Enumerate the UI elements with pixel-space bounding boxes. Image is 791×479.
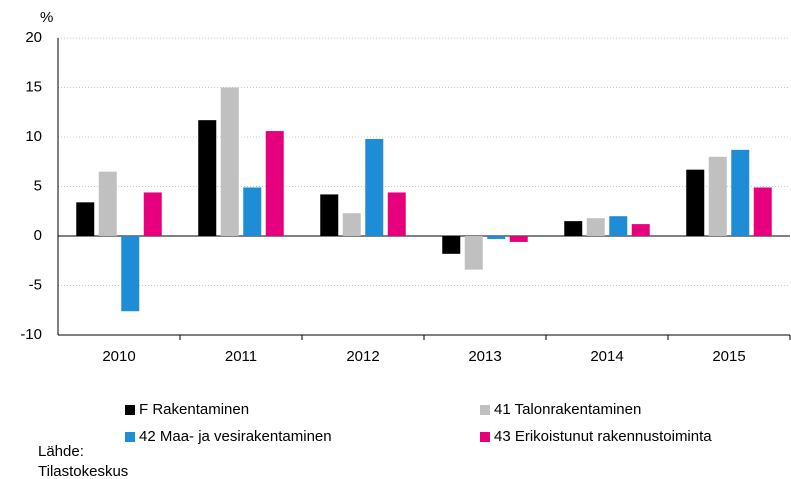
bar [220, 87, 239, 236]
source-line: Tilastokeskus [38, 463, 128, 479]
bar [464, 236, 483, 270]
y-tick-label: -10 [20, 326, 42, 343]
legend-swatch [125, 432, 135, 442]
legend-label: 43 Erikoistunut rakennustoiminta [494, 428, 712, 445]
bar [342, 213, 361, 236]
legend-label: 42 Maa- ja vesirakentaminen [139, 428, 332, 445]
bar [76, 202, 95, 236]
legend-swatch [480, 432, 490, 442]
y-tick-label: 0 [34, 227, 42, 244]
legend-swatch [125, 405, 135, 415]
y-tick-label: 5 [34, 177, 42, 194]
x-tick-label: 2011 [225, 348, 257, 365]
bar [365, 138, 384, 236]
y-tick-label: 15 [25, 78, 42, 95]
bar [143, 192, 162, 236]
bar [731, 149, 750, 236]
y-tick-label: 10 [25, 128, 42, 145]
x-tick-label: 2015 [712, 348, 745, 365]
legend-swatch [480, 405, 490, 415]
bar [631, 224, 650, 236]
bar [198, 120, 217, 236]
x-tick-label: 2012 [346, 348, 379, 365]
source-line: Lähde: [38, 443, 84, 460]
bar [387, 192, 406, 236]
bar [708, 156, 727, 236]
y-tick-label: 20 [25, 29, 42, 46]
bar [686, 169, 705, 236]
bar [509, 236, 528, 242]
bar [487, 236, 506, 239]
y-axis-label: % [40, 9, 53, 26]
x-tick-label: 2014 [590, 348, 623, 365]
bar [564, 221, 583, 236]
bar [586, 218, 605, 236]
bar [753, 187, 772, 236]
x-tick-label: 2010 [102, 348, 135, 365]
y-tick-label: -5 [29, 276, 42, 293]
bar [98, 171, 117, 236]
bar [609, 216, 628, 236]
bar [265, 131, 284, 236]
bar [442, 236, 461, 254]
bar [320, 194, 339, 236]
x-tick-label: 2013 [468, 348, 501, 365]
legend-label: 41 Talonrakentaminen [494, 401, 641, 418]
bar [243, 187, 262, 236]
bar [121, 236, 140, 312]
legend-label: F Rakentaminen [139, 401, 249, 418]
